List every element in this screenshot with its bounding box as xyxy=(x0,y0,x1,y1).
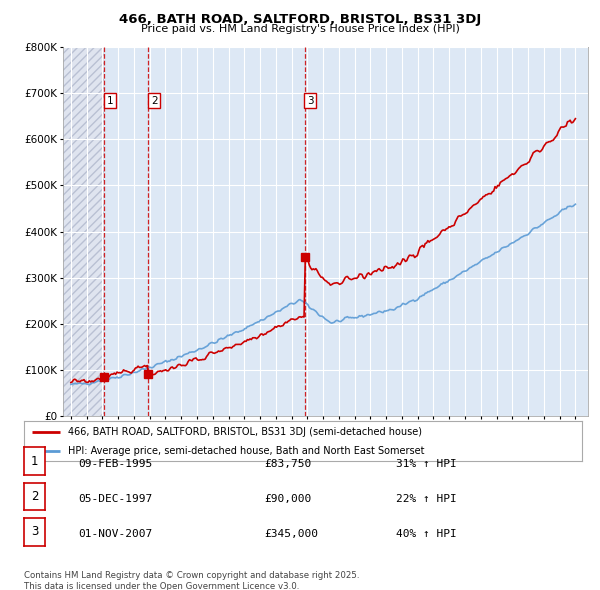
Text: Price paid vs. HM Land Registry's House Price Index (HPI): Price paid vs. HM Land Registry's House … xyxy=(140,24,460,34)
Text: 1: 1 xyxy=(31,455,38,468)
Text: Contains HM Land Registry data © Crown copyright and database right 2025.
This d: Contains HM Land Registry data © Crown c… xyxy=(24,571,359,590)
Text: HPI: Average price, semi-detached house, Bath and North East Somerset: HPI: Average price, semi-detached house,… xyxy=(68,445,424,455)
Text: 2: 2 xyxy=(151,96,157,106)
Text: 05-DEC-1997: 05-DEC-1997 xyxy=(78,494,152,504)
Text: 466, BATH ROAD, SALTFORD, BRISTOL, BS31 3DJ: 466, BATH ROAD, SALTFORD, BRISTOL, BS31 … xyxy=(119,13,481,26)
Text: £345,000: £345,000 xyxy=(264,529,318,539)
Text: 09-FEB-1995: 09-FEB-1995 xyxy=(78,458,152,468)
Text: 22% ↑ HPI: 22% ↑ HPI xyxy=(396,494,457,504)
Text: 466, BATH ROAD, SALTFORD, BRISTOL, BS31 3DJ (semi-detached house): 466, BATH ROAD, SALTFORD, BRISTOL, BS31 … xyxy=(68,427,422,437)
Text: 01-NOV-2007: 01-NOV-2007 xyxy=(78,529,152,539)
Text: 2: 2 xyxy=(31,490,38,503)
Text: £83,750: £83,750 xyxy=(264,458,311,468)
Text: 40% ↑ HPI: 40% ↑ HPI xyxy=(396,529,457,539)
Text: 3: 3 xyxy=(31,526,38,539)
Text: 31% ↑ HPI: 31% ↑ HPI xyxy=(396,458,457,468)
Text: 3: 3 xyxy=(307,96,314,106)
Text: 1: 1 xyxy=(107,96,113,106)
Text: £90,000: £90,000 xyxy=(264,494,311,504)
